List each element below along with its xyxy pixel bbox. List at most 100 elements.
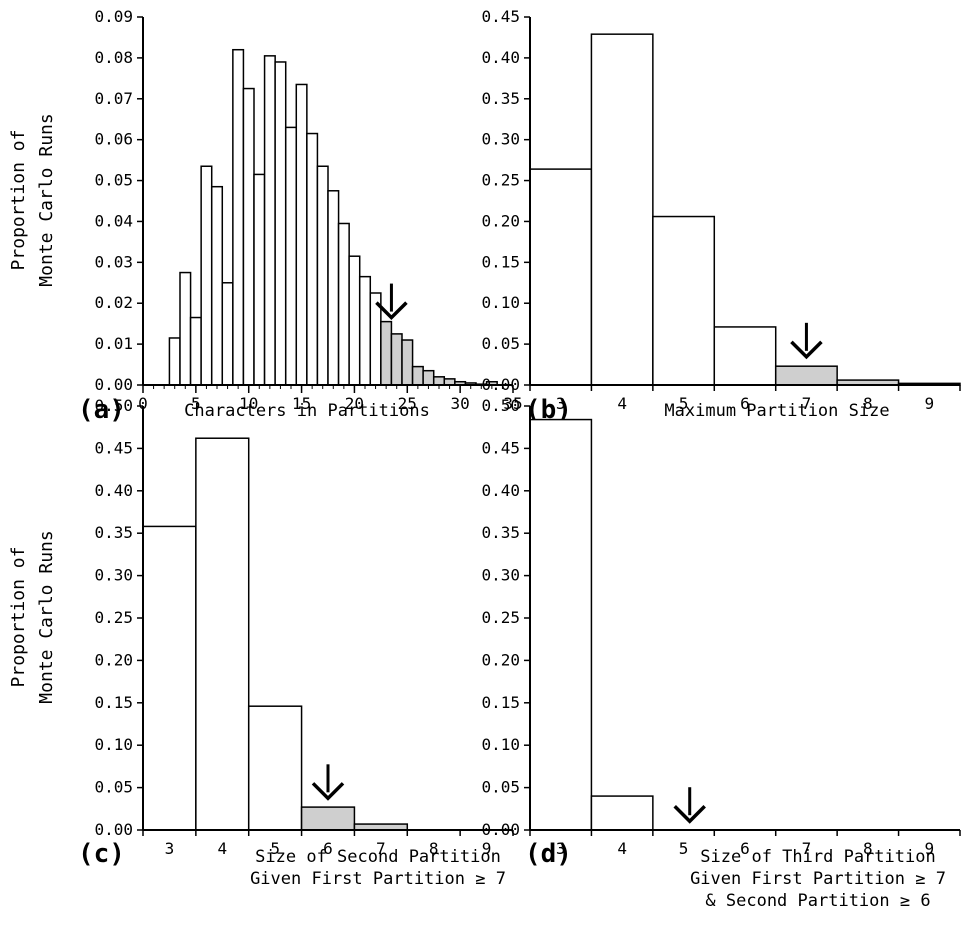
bar — [316, 165, 329, 386]
x-tick-label: 6 — [323, 839, 333, 858]
y-tick-label: 0.20 — [481, 211, 520, 230]
bar — [390, 333, 403, 386]
bar — [263, 55, 276, 386]
x-tick-label: 10 — [239, 394, 258, 413]
y-tick-label: 0.25 — [481, 171, 520, 190]
x-tick-label: 3 — [556, 839, 566, 858]
y-tick-label: 0.50 — [481, 396, 520, 415]
y-tick-label: 0.20 — [94, 650, 133, 669]
x-tick-label: 4 — [617, 839, 627, 858]
panel-letter: (a) — [78, 395, 125, 425]
x-axis-title: Size of Third Partition — [700, 847, 935, 867]
bar — [327, 190, 340, 386]
x-tick-label: 6 — [740, 394, 750, 413]
y-tick-label: 0.08 — [94, 48, 133, 67]
bar — [253, 173, 266, 386]
x-tick-label: 9 — [924, 394, 934, 413]
bar — [195, 437, 250, 831]
x-tick-label: 35 — [503, 394, 522, 413]
y-axis-title: Proportion of — [8, 547, 29, 688]
bar — [284, 126, 298, 386]
bar — [380, 320, 393, 386]
y-tick-label: 0.20 — [481, 650, 520, 669]
x-tick-label: 7 — [802, 394, 812, 413]
arrow-head — [375, 301, 408, 321]
chart-panel-c: 0.00 0.05 0.10 0.15 0.20 0.25 0.30 0.35 0.40 0.45… — [78, 396, 514, 889]
y-tick-label: 0.35 — [481, 89, 520, 108]
y-tick-label: 0.45 — [481, 438, 520, 457]
x-tick-label: 5 — [679, 394, 689, 413]
bar — [200, 165, 213, 386]
y-tick-label: 0.09 — [94, 7, 133, 26]
y-tick-label: 0.04 — [94, 211, 133, 230]
x-tick-label: 8 — [863, 394, 873, 413]
y-tick-label: 0.05 — [481, 334, 520, 353]
x-tick-label: 4 — [617, 394, 627, 413]
y-tick-label: 0.06 — [94, 130, 133, 149]
y-tick-label: 0.05 — [94, 171, 133, 190]
y-tick-label: 0.25 — [481, 608, 520, 627]
bar — [242, 87, 255, 386]
x-tick-label: 15 — [292, 394, 311, 413]
x-tick-label: 30 — [451, 394, 470, 413]
y-tick-label: 0.45 — [94, 438, 133, 457]
y-tick-label: 0.00 — [481, 820, 520, 839]
y-tick-label: 0.02 — [94, 293, 133, 312]
bar — [210, 185, 224, 386]
y-tick-label: 0.00 — [481, 375, 520, 394]
x-tick-label: 25 — [398, 394, 417, 413]
bar — [189, 316, 202, 386]
bar — [411, 365, 424, 386]
y-tick-label: 0.10 — [481, 293, 520, 312]
bar — [422, 369, 435, 386]
y-tick-label: 0.30 — [94, 566, 133, 585]
x-axis-title: Characters in Partitions — [184, 401, 430, 421]
panel-letter: (c) — [78, 839, 125, 869]
bar — [652, 215, 716, 386]
y-tick-label: 0.10 — [481, 735, 520, 754]
bar — [348, 255, 361, 386]
x-tick-label: 6 — [740, 839, 750, 858]
x-axis-title: Size of Second Partition — [255, 847, 501, 867]
bar — [232, 48, 245, 386]
y-axis-title: Monte Carlo Runs — [36, 113, 57, 286]
x-tick-label: 3 — [165, 839, 175, 858]
bar — [401, 339, 414, 386]
y-axis-title: Proportion of — [8, 130, 29, 271]
bar — [337, 222, 350, 386]
y-tick-label: 0.15 — [481, 252, 520, 271]
bar — [590, 33, 654, 386]
bar — [713, 326, 777, 386]
x-tick-label: 9 — [924, 839, 934, 858]
bar — [221, 282, 234, 386]
x-tick-label: 7 — [376, 839, 386, 858]
x-tick-label: 3 — [556, 394, 566, 413]
bar — [247, 705, 303, 831]
y-axis-title: Monte Carlo Runs — [36, 530, 57, 703]
bar — [590, 795, 654, 831]
chart-panel-a: 0.00 0.01 0.02 0.03 0.04 0.05 0.06 0.07 0.08 0.09… — [78, 7, 523, 425]
x-tick-label: 5 — [270, 839, 280, 858]
y-tick-label: 0.15 — [481, 693, 520, 712]
bar — [274, 61, 287, 386]
bar — [300, 806, 356, 831]
bar — [529, 418, 593, 831]
x-tick-label: 5 — [679, 839, 689, 858]
bar — [179, 271, 192, 386]
y-tick-label: 0.35 — [94, 523, 133, 542]
chart-panel-d: 0.00 0.05 0.10 0.15 0.20 0.25 0.30 0.35 0.40 0.45… — [481, 396, 961, 911]
arrow-head — [673, 804, 706, 824]
y-tick-label: 0.03 — [94, 252, 133, 271]
y-tick-label: 0.40 — [481, 481, 520, 500]
x-tick-label: 8 — [429, 839, 439, 858]
bar — [774, 365, 838, 386]
y-tick-label: 0.07 — [94, 89, 133, 108]
x-axis-title: Given First Partition ≥ 7 — [690, 869, 946, 889]
arrow-head — [311, 782, 345, 801]
y-tick-label: 0.01 — [94, 334, 133, 353]
bar — [432, 376, 446, 386]
x-axis-title: Maximum Partition Size — [664, 401, 889, 421]
arrow-head — [790, 340, 823, 360]
y-tick-label: 0.40 — [94, 481, 133, 500]
